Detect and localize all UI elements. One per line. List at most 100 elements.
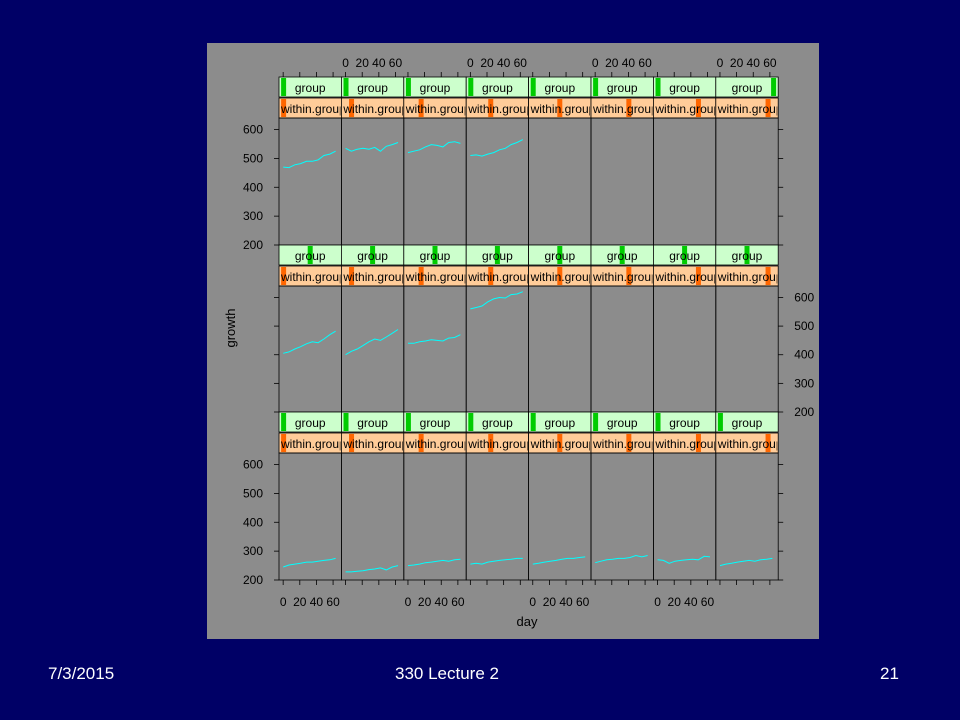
x-tick-label: 40 bbox=[310, 595, 324, 609]
strip-within-marker bbox=[281, 434, 287, 452]
panel: group within.group bbox=[465, 411, 530, 581]
strip-group-marker bbox=[370, 246, 376, 264]
strip-within-label: within.group bbox=[342, 437, 408, 451]
panel: group within.group bbox=[653, 76, 717, 246]
strip-within-marker bbox=[695, 267, 701, 285]
strip-within-marker bbox=[418, 99, 424, 117]
growth-series-line bbox=[470, 557, 523, 565]
strip-group-label: group bbox=[357, 249, 388, 263]
y-tick-label: 500 bbox=[243, 151, 263, 165]
panel: group within.group bbox=[403, 76, 471, 246]
x-tick-label: 20 bbox=[730, 56, 744, 70]
x-tick-label: 60 bbox=[638, 56, 652, 70]
strip-group-label: group bbox=[544, 249, 575, 263]
panel: group within.group bbox=[590, 76, 658, 246]
x-tick-label: 40 bbox=[435, 595, 449, 609]
footer-date: 7/3/2015 bbox=[48, 664, 115, 683]
x-tick-label: 20 bbox=[356, 56, 370, 70]
footer-page-number: 21 bbox=[880, 664, 899, 683]
strip-group-marker bbox=[771, 78, 777, 96]
x-tick-label: 60 bbox=[389, 56, 403, 70]
strip-group-marker bbox=[530, 78, 536, 96]
growth-series-line bbox=[283, 150, 336, 169]
strip-within-label: within.group bbox=[405, 270, 471, 284]
growth-series-line bbox=[345, 329, 399, 356]
strip-group bbox=[715, 411, 779, 433]
strip-group-marker bbox=[307, 246, 313, 264]
panel: group within.group bbox=[278, 411, 346, 581]
strip-within-marker bbox=[557, 267, 563, 285]
panel: group within.group bbox=[528, 76, 592, 246]
strip-group-marker bbox=[619, 246, 625, 264]
strip-within-marker bbox=[418, 434, 424, 452]
y-tick-label: 300 bbox=[243, 209, 263, 223]
strip-within-label: within.group bbox=[592, 102, 658, 116]
panel: group within.group bbox=[715, 244, 779, 413]
x-tick-label: 0 bbox=[280, 595, 287, 609]
x-tick-label: 60 bbox=[326, 595, 340, 609]
strip-group-marker bbox=[717, 413, 723, 431]
strip-within-label: within.group bbox=[280, 437, 346, 451]
strip-group-label: group bbox=[357, 81, 388, 95]
x-tick-label: 0 bbox=[342, 56, 349, 70]
growth-series-line bbox=[407, 141, 461, 154]
strip-group-label: group bbox=[669, 416, 700, 430]
growth-series-line bbox=[407, 558, 461, 567]
strip-group-marker bbox=[530, 413, 536, 431]
strip-group-marker bbox=[281, 78, 287, 96]
y-tick-label: 500 bbox=[243, 486, 263, 500]
strip-within-marker bbox=[695, 434, 701, 452]
strip-group-label: group bbox=[544, 416, 575, 430]
strip-within-label: within.group bbox=[342, 102, 408, 116]
x-tick-label: 60 bbox=[514, 56, 528, 70]
strip-within-label: within.group bbox=[530, 437, 596, 451]
x-tick-label: 20 bbox=[543, 595, 557, 609]
strip-group-marker bbox=[405, 413, 411, 431]
strip-within-label: within.group bbox=[405, 102, 471, 116]
strip-within-marker bbox=[281, 267, 287, 285]
y-tick-label: 200 bbox=[243, 238, 263, 252]
strip-group-label: group bbox=[295, 416, 326, 430]
panel: group within.group bbox=[715, 411, 779, 581]
strip-group-label: group bbox=[482, 416, 513, 430]
panel: group within.group bbox=[528, 244, 592, 413]
growth-series-line bbox=[408, 334, 461, 344]
strip-group-label: group bbox=[295, 81, 326, 95]
x-tick-label: 60 bbox=[763, 56, 777, 70]
x-tick-label: 20 bbox=[605, 56, 619, 70]
growth-series-line bbox=[283, 330, 336, 354]
y-tick-label: 500 bbox=[794, 319, 814, 333]
strip-group-marker bbox=[494, 246, 500, 264]
strip-group-label: group bbox=[607, 81, 638, 95]
strip-within-label: within.group bbox=[654, 270, 720, 284]
strip-within-label: within.group bbox=[342, 270, 408, 284]
x-axis-label: day bbox=[517, 614, 538, 629]
strip-group-marker bbox=[343, 413, 349, 431]
y-tick-label: 300 bbox=[243, 544, 263, 558]
growth-series-line bbox=[719, 557, 773, 567]
x-tick-label: 0 bbox=[717, 56, 724, 70]
strip-within-marker bbox=[557, 434, 563, 452]
strip-group-marker bbox=[593, 413, 599, 431]
strip-within-label: within.group bbox=[280, 102, 346, 116]
panel-plot-area bbox=[715, 452, 779, 581]
x-tick-label: 40 bbox=[497, 56, 511, 70]
strip-group-label: group bbox=[420, 81, 451, 95]
strip-group-marker bbox=[744, 246, 750, 264]
panel: group within.group bbox=[465, 76, 530, 246]
growth-series-line bbox=[345, 142, 399, 152]
strip-within-label: within.group bbox=[592, 437, 658, 451]
growth-series-line bbox=[657, 555, 711, 564]
growth-series-line bbox=[283, 557, 336, 568]
strip-group-marker bbox=[682, 246, 688, 264]
strip-group-label: group bbox=[607, 416, 638, 430]
strip-within-marker bbox=[281, 99, 287, 117]
strip-group-marker bbox=[281, 413, 287, 431]
y-tick-label: 400 bbox=[794, 348, 814, 362]
x-tick-label: 0 bbox=[529, 595, 536, 609]
strip-group-marker bbox=[468, 413, 474, 431]
panel: group within.group bbox=[403, 244, 471, 413]
strip-within-marker bbox=[765, 99, 771, 117]
strip-within-marker bbox=[349, 434, 355, 452]
